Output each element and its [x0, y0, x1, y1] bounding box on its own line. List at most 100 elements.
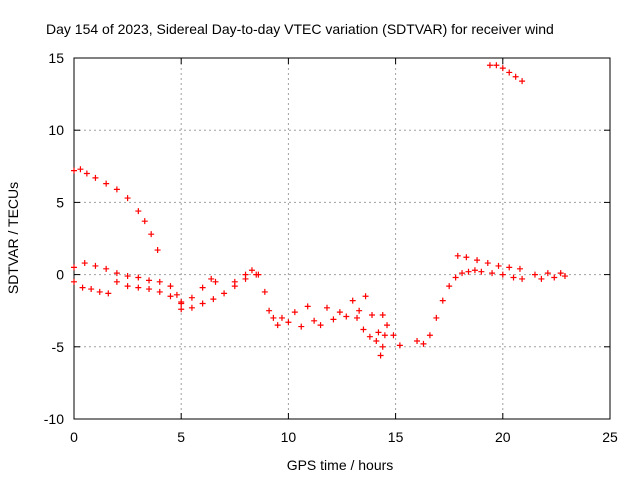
series-arc-6 — [231, 267, 403, 349]
data-point — [248, 267, 255, 274]
data-point — [414, 338, 421, 345]
data-point — [426, 332, 433, 339]
data-point — [495, 262, 502, 269]
data-point — [463, 254, 470, 261]
data-point — [167, 283, 174, 290]
data-point — [135, 284, 142, 291]
data-point — [71, 167, 77, 174]
data-point — [146, 286, 153, 293]
data-point — [135, 208, 142, 215]
data-point — [377, 352, 384, 359]
data-point — [390, 332, 397, 339]
data-point — [478, 268, 485, 275]
y-tick-label: -10 — [44, 411, 64, 427]
data-point — [291, 309, 298, 316]
y-tick-label: 15 — [48, 50, 64, 66]
data-point — [135, 274, 142, 281]
series-arc-10 — [531, 270, 568, 282]
data-point — [360, 326, 367, 333]
data-point — [81, 260, 88, 267]
data-point — [465, 268, 472, 275]
series-arc-7 — [354, 314, 388, 359]
data-point — [506, 69, 513, 76]
data-point — [439, 297, 446, 304]
data-point — [178, 306, 185, 313]
data-point — [221, 290, 228, 297]
x-tick-label: 10 — [281, 429, 297, 445]
data-point — [188, 294, 195, 301]
series-arc-2 — [71, 260, 185, 307]
data-point — [71, 264, 77, 271]
series-arc-9 — [454, 252, 523, 272]
data-point — [433, 314, 440, 321]
data-point — [208, 275, 215, 282]
data-point — [561, 273, 568, 280]
data-point — [366, 333, 373, 340]
series-arc-11 — [486, 62, 526, 85]
data-point — [336, 309, 343, 316]
data-point — [154, 247, 161, 254]
data-point — [266, 307, 273, 314]
data-point — [285, 319, 292, 326]
data-point — [330, 316, 337, 323]
data-point — [538, 275, 545, 282]
data-point — [343, 313, 350, 320]
data-point — [79, 284, 86, 291]
data-point — [199, 284, 206, 291]
data-point — [317, 322, 324, 329]
plot-frame — [73, 57, 611, 420]
data-point — [113, 186, 120, 193]
data-point — [375, 329, 382, 336]
data-point — [270, 314, 277, 321]
data-point — [420, 340, 427, 347]
data-point — [113, 270, 120, 277]
data-point — [255, 271, 262, 278]
series-arc-3 — [71, 278, 112, 297]
x-tick-label: 15 — [388, 429, 404, 445]
data-point — [362, 293, 369, 300]
data-point — [156, 278, 163, 285]
data-point — [167, 293, 174, 300]
series-arc-5 — [178, 271, 260, 313]
x-tick-label: 5 — [177, 429, 185, 445]
data-point — [105, 290, 112, 297]
data-point — [446, 283, 453, 290]
data-point — [188, 304, 195, 311]
data-point — [274, 322, 281, 329]
data-point — [231, 278, 238, 285]
data-point — [304, 303, 311, 310]
y-tick-labels: -10 -5 0 5 10 15 — [44, 50, 64, 427]
data-point — [323, 304, 330, 311]
data-point — [199, 300, 206, 307]
data-point — [512, 73, 519, 80]
data-point — [242, 271, 249, 278]
data-point — [103, 265, 110, 272]
data-series — [71, 62, 568, 359]
data-point — [489, 270, 496, 277]
x-tick-labels: 0 5 10 15 20 25 — [70, 429, 618, 445]
data-point — [148, 231, 155, 238]
x-tick-label: 25 — [602, 429, 618, 445]
x-tick-label: 0 — [70, 429, 78, 445]
data-point — [124, 273, 131, 280]
data-point — [369, 312, 376, 319]
data-point — [92, 262, 99, 269]
data-point — [384, 322, 391, 329]
data-point — [96, 288, 103, 295]
axis-ticks — [73, 57, 611, 420]
y-tick-label: -5 — [52, 339, 65, 355]
data-point — [519, 275, 526, 282]
chart-title: Day 154 of 2023, Sidereal Day-to-day VTE… — [46, 21, 554, 37]
data-point — [354, 314, 361, 321]
data-point — [311, 317, 318, 324]
data-point — [210, 296, 217, 303]
data-point — [379, 312, 386, 319]
data-point — [146, 277, 153, 284]
data-point — [298, 323, 305, 330]
data-point — [141, 218, 148, 225]
y-tick-label: 0 — [56, 267, 64, 283]
data-point — [88, 286, 95, 293]
data-point — [212, 278, 219, 285]
series-arc-8 — [414, 267, 526, 347]
